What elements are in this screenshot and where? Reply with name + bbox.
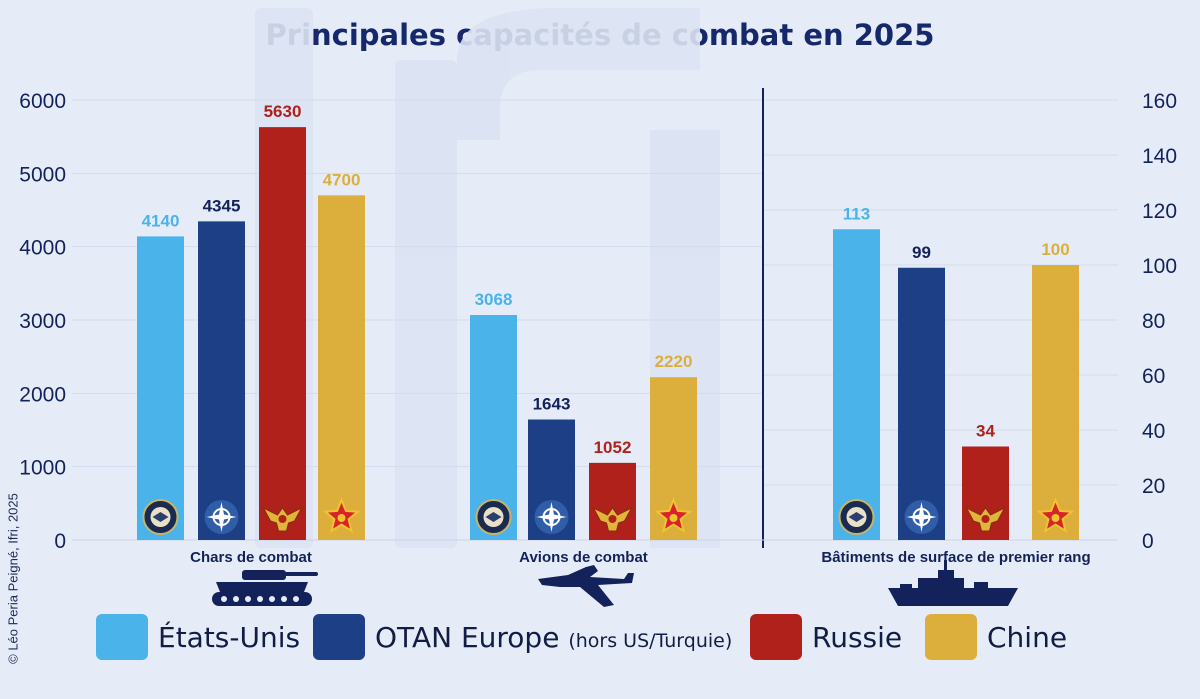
china-star-icon [322,497,361,533]
bar-value-label: 100 [1041,240,1069,259]
bar [318,195,365,541]
right-y-tick-label: 120 [1142,200,1177,223]
bar-value-label: 5630 [264,102,302,121]
warship-icon [888,560,1018,606]
fighter-jet-icon [538,565,634,607]
nato-compass-icon [904,500,939,534]
legend-swatch-otan [313,614,365,660]
left-y-tick-label: 6000 [19,90,66,113]
bar-value-label: 4345 [203,196,241,215]
china-star-icon [1036,497,1075,533]
right-y-axis: 0 20 40 60 80 100 120 140 160 [1142,90,1177,553]
legend-swatch-russie [750,614,802,660]
bar [898,267,945,540]
tank-icon [212,570,318,606]
bar-chart: 0 1000 2000 3000 4000 5000 6000 0 20 40 60 80 100 12… [19,88,1178,607]
category-labels: Chars de combat Avions de combat Bâtiments… [190,549,1090,566]
legend-etats-unis: États-Unis [96,612,300,662]
faction-badges [142,497,1075,535]
left-y-tick-label: 1000 [19,457,66,480]
russia-eagle-icon [592,506,633,532]
left-y-tick-label: 4000 [19,237,66,260]
legend-label-etats-unis: États-Unis [158,620,301,654]
legend-swatch-etats-unis [96,614,148,660]
right-y-tick-label: 80 [1142,310,1165,333]
bar [137,236,184,540]
bar-value-label: 1643 [533,395,571,414]
legend-russie: Russie [750,612,902,662]
bar-value-label: 4140 [142,211,180,230]
bar-value-label: 1052 [594,438,632,457]
bar-value-label: 113 [843,204,870,223]
category-label: Bâtiments de surface de premier rang [821,549,1090,566]
bar-value-label: 34 [976,422,995,441]
legend-note-otan: (hors US/Turquie) [568,629,733,652]
right-y-tick-label: 160 [1142,90,1177,113]
us-dod-seal-icon [142,499,179,535]
bar [833,229,880,540]
bar-value-label: 2220 [655,352,693,371]
legend-chine: Chine [925,612,1067,662]
legend-label-otan-wrap: OTAN Europe (hors US/Turquie) [375,621,732,654]
legend-label-chine: Chine [987,620,1068,654]
us-dod-seal-icon [838,499,875,535]
china-star-icon [654,497,693,533]
bar-value-label: 4700 [323,170,361,189]
bar [259,127,306,540]
right-y-tick-label: 20 [1142,475,1165,498]
bar-value-label: 99 [912,243,931,262]
data-labels: 4140 4345 5630 4700 3068 1643 1052 2220 113 99 34 1… [142,102,1070,457]
left-y-tick-label: 2000 [19,383,66,406]
right-y-tick-label: 140 [1142,145,1177,168]
legend-label-otan: OTAN Europe [375,620,560,654]
nato-compass-icon [204,500,239,534]
us-dod-seal-icon [475,499,512,535]
chart-stage: Principales capacités de combat en 2025 … [5,18,1178,664]
bar [1032,265,1079,540]
legend-swatch-chine [925,614,977,660]
left-y-tick-label: 3000 [19,310,66,333]
right-y-tick-label: 60 [1142,365,1165,388]
bar [198,221,245,540]
nato-compass-icon [534,500,569,534]
left-y-tick-label: 0 [54,530,66,553]
legend-otan: OTAN Europe (hors US/Turquie) [313,612,732,662]
category-label: Chars de combat [190,549,312,566]
right-y-tick-label: 0 [1142,530,1154,553]
right-y-tick-label: 40 [1142,420,1165,443]
right-y-tick-label: 100 [1142,255,1177,278]
left-y-tick-label: 5000 [19,163,66,186]
russia-eagle-icon [965,506,1006,532]
bar-value-label: 3068 [475,290,513,309]
left-y-axis: 0 1000 2000 3000 4000 5000 6000 [19,90,66,553]
category-label: Avions de combat [519,549,648,566]
legend-label-russie: Russie [812,620,903,654]
russia-eagle-icon [262,506,303,532]
bars [137,127,1079,541]
